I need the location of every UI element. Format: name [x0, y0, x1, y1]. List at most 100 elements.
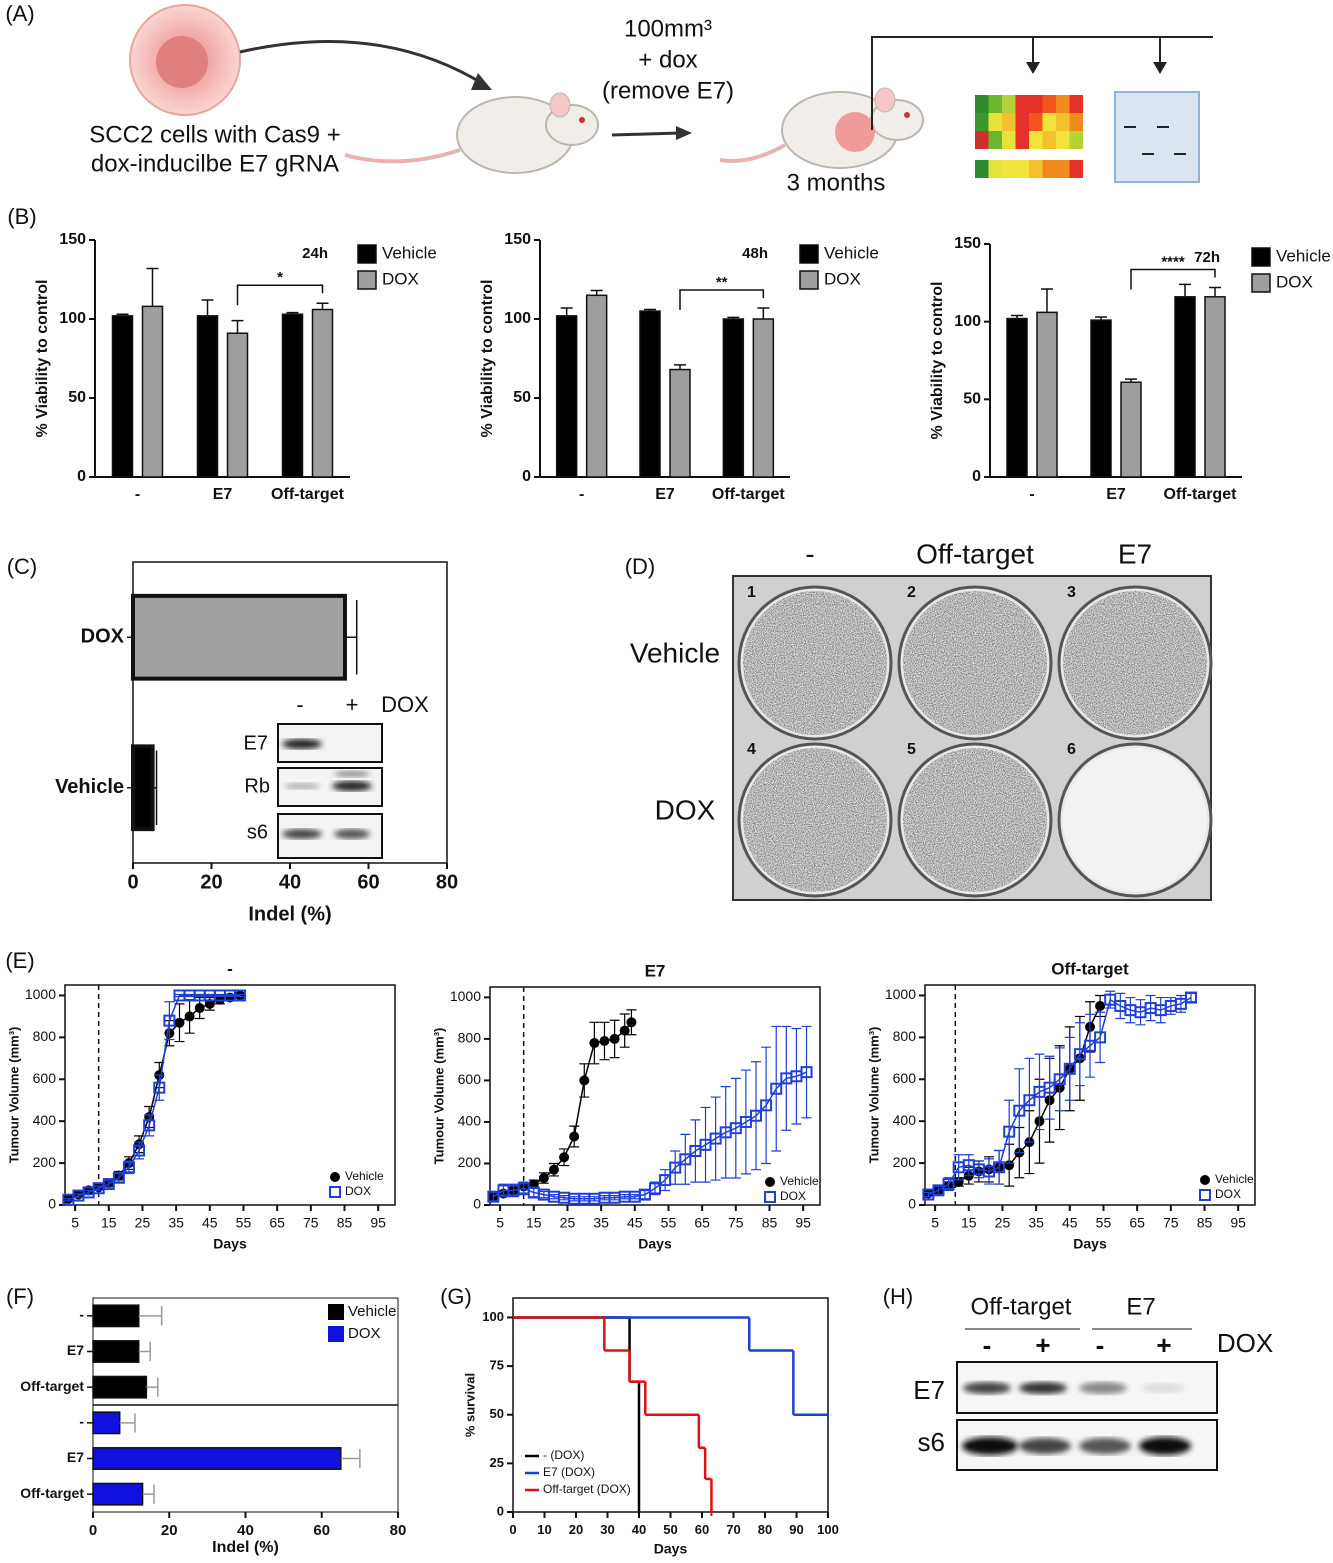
bar — [131, 744, 155, 832]
x-tick-label: 80 — [436, 871, 458, 893]
bar — [669, 368, 691, 478]
x-tick-label: 40 — [237, 1522, 254, 1539]
bar — [639, 310, 661, 478]
arrowhead — [676, 126, 692, 140]
gel-band — [1124, 126, 1186, 155]
bar — [92, 1375, 148, 1399]
x-tick-label: 55 — [661, 1215, 677, 1231]
bar — [141, 305, 164, 478]
inset-blot — [277, 723, 383, 859]
heat-cell — [975, 113, 989, 131]
x-tick-label: 35 — [168, 1215, 184, 1231]
x-tick-label: 45 — [1062, 1215, 1078, 1231]
marker — [589, 1038, 600, 1049]
well-number: 5 — [907, 741, 916, 758]
marker — [638, 1188, 651, 1201]
legend-swatch — [1251, 247, 1271, 267]
x-tick-label: 0 — [127, 871, 138, 893]
legend-marker — [329, 1186, 341, 1198]
bar — [92, 1411, 121, 1435]
timeline — [871, 36, 1213, 130]
legend-swatch — [799, 244, 819, 264]
error-bar — [590, 289, 603, 296]
panel-label: (D) — [625, 554, 656, 579]
gel — [1114, 91, 1200, 183]
group-label: Off-target — [971, 1293, 1072, 1320]
x-tick-label: 35 — [1028, 1215, 1044, 1231]
x-tick-label: E7 — [655, 486, 675, 503]
row-label: DOX — [655, 794, 716, 825]
panel-label: (E) — [5, 948, 34, 973]
y-tick-label: 1000 — [885, 986, 916, 1002]
heat-cell — [1056, 160, 1070, 178]
heat-cell — [1029, 160, 1043, 178]
error-bar — [1179, 283, 1191, 297]
row-label: E7 — [913, 1375, 945, 1405]
bar — [1204, 296, 1226, 478]
y-tick-label: 75 — [490, 1358, 504, 1373]
heat-cell — [1042, 160, 1056, 178]
bar — [92, 1482, 144, 1506]
row-label: s6 — [247, 821, 268, 843]
error-bar — [674, 364, 686, 370]
x-tick-label: 65 — [269, 1215, 285, 1231]
marker — [1013, 1104, 1026, 1117]
marker — [548, 1164, 559, 1175]
marker — [669, 1161, 682, 1174]
series-line — [68, 994, 241, 1200]
legend-label: DOX — [345, 1184, 371, 1198]
x-tick-label: Off-target — [712, 486, 786, 503]
marker — [709, 1132, 722, 1145]
legend-marker — [1200, 1175, 1210, 1185]
marker — [942, 1178, 955, 1191]
marker — [609, 1033, 620, 1044]
heat-cell — [975, 131, 989, 149]
legend-swatch — [328, 1304, 344, 1320]
legend-marker — [1199, 1189, 1211, 1201]
bar — [131, 593, 347, 681]
x-tick-label: Off-target — [1164, 486, 1238, 503]
bar — [1120, 381, 1142, 478]
marker — [112, 1171, 125, 1184]
heat-cell — [1002, 113, 1016, 131]
bar — [722, 318, 745, 478]
x-axis-label: Indel (%) — [248, 903, 331, 925]
legend-label: DOX — [780, 1189, 806, 1203]
row-label: Vehicle — [630, 637, 720, 668]
x-tick-label: 5 — [496, 1215, 504, 1231]
bar — [1090, 319, 1112, 478]
bar — [752, 318, 775, 478]
colonies — [1063, 591, 1207, 735]
arrow — [611, 131, 681, 137]
bar — [226, 332, 249, 478]
y-tick-label: 0 — [972, 468, 981, 485]
y-tick-label: 0 — [497, 1503, 504, 1518]
marker — [1174, 997, 1187, 1010]
well-number: 3 — [1067, 584, 1076, 601]
y-tick-label: 100 — [504, 310, 531, 327]
marker — [993, 1161, 1006, 1174]
y-tick-label: 0 — [522, 468, 531, 485]
plot-frame — [64, 984, 396, 1206]
marker — [770, 1082, 783, 1095]
y-tick-label: 600 — [33, 1070, 57, 1086]
x-tick-label: - — [1029, 486, 1034, 503]
y-tick-label: 0 — [473, 1196, 481, 1212]
error-bar — [116, 313, 129, 316]
x-tick-label: 45 — [202, 1215, 218, 1231]
y-tick-label: 400 — [33, 1112, 57, 1128]
error-bar — [1011, 314, 1023, 319]
error-bar — [1041, 288, 1053, 313]
legend-label: Vehicle — [382, 243, 437, 262]
y-tick-label: 600 — [458, 1071, 482, 1087]
y-tick-label: E7 — [67, 1449, 84, 1465]
x-tick-label: 85 — [762, 1215, 778, 1231]
error-bar — [146, 267, 159, 307]
heat-cell — [988, 113, 1002, 131]
marker — [739, 1115, 752, 1128]
marker — [1185, 991, 1198, 1004]
marker — [1095, 1000, 1106, 1011]
x-tick-label: E7 — [1106, 486, 1126, 503]
x-tick-label: 20 — [569, 1522, 583, 1537]
chart-title: E7 — [645, 961, 666, 980]
